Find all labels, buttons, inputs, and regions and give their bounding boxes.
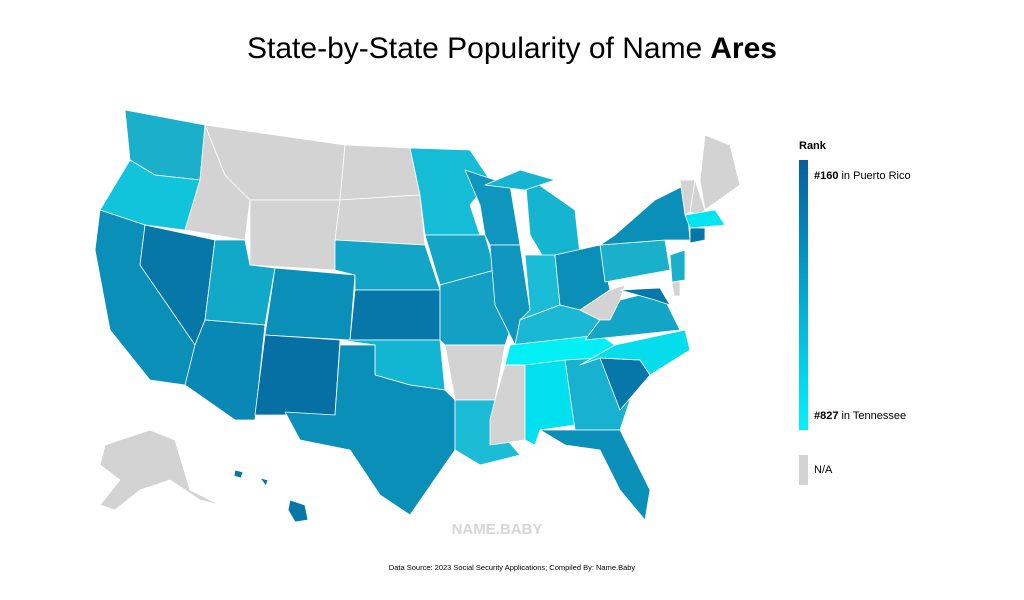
title-name: Ares: [710, 32, 777, 65]
legend-high-rank: #160: [814, 170, 838, 182]
legend-na-swatch: [799, 455, 808, 485]
title-text: State-by-State Popularity of Name: [247, 32, 702, 65]
state: [689, 227, 706, 244]
state: [539, 429, 651, 521]
legend-low: #827 in Tennessee: [814, 410, 906, 422]
us-map: [94, 109, 741, 523]
state: [699, 134, 741, 211]
state: [409, 147, 491, 236]
title: State-by-State Popularity of Name Ares: [247, 32, 777, 65]
state: [259, 477, 269, 487]
state: [579, 329, 691, 376]
state: [579, 284, 626, 321]
legend-high: #160 in Puerto Rico: [814, 170, 911, 182]
state: [339, 144, 421, 201]
state: [99, 429, 221, 511]
watermark: NAME.BABY: [452, 521, 543, 538]
state: [287, 499, 309, 523]
state: [444, 344, 506, 401]
state: [284, 344, 456, 516]
legend-low-rank: #827: [814, 410, 838, 422]
footer: Data Source: 2023 Social Security Applic…: [389, 563, 636, 572]
state: [524, 174, 581, 261]
state: [334, 194, 426, 246]
legend-na-label: N/A: [814, 464, 833, 476]
legend-high-place: in Puerto Rico: [841, 170, 910, 182]
state: [233, 469, 244, 479]
state: [684, 209, 726, 229]
state: [184, 319, 266, 421]
state: [679, 179, 696, 216]
state: [599, 184, 691, 246]
state: [264, 267, 356, 341]
state: [484, 169, 556, 191]
legend-gradient: [799, 160, 808, 430]
state: [349, 289, 441, 341]
state: [599, 239, 671, 283]
legend-low-place: in Tennessee: [841, 410, 906, 422]
state: [671, 281, 681, 297]
legend-title: Rank: [799, 140, 827, 152]
state: [619, 287, 671, 306]
state: [249, 199, 341, 271]
state: [254, 334, 341, 416]
state: [669, 249, 686, 283]
